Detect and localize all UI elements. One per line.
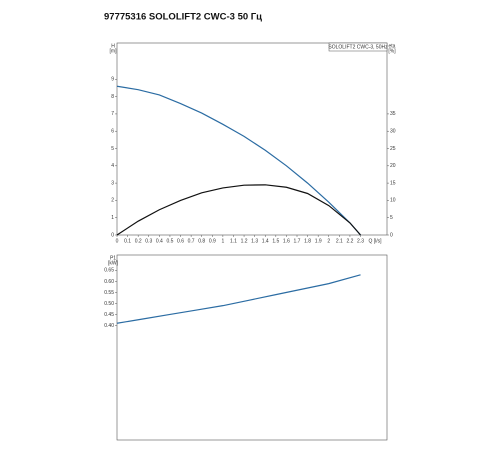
x-tick-label: 2.2: [346, 238, 353, 244]
curve: [116, 85, 361, 236]
x-tick-label: 0: [116, 238, 119, 244]
x-tick-label: 1.3: [251, 238, 258, 244]
y-tick-label: 6: [111, 129, 114, 135]
y2-tick-label: 25: [390, 146, 396, 152]
annotation-box: [328, 42, 388, 52]
y-tick-label: 0.40: [104, 323, 114, 329]
x-axis-label: Q [l/s]: [368, 238, 382, 244]
x-tick-label: 1.6: [283, 238, 290, 244]
x-tick-label: 0.7: [188, 238, 195, 244]
x-tick-label: 0.9: [209, 238, 216, 244]
x-tick-label: 0.4: [156, 238, 163, 244]
x-tick-label: 0.2: [135, 238, 142, 244]
y-tick-label: 4: [111, 163, 114, 169]
y-axis-label: [kW]: [108, 260, 119, 266]
x-tick-label: 1: [221, 238, 224, 244]
curve: [116, 184, 361, 236]
y2-axis-label: eta: [389, 43, 396, 49]
x-tick-label: 1.4: [262, 238, 269, 244]
y-tick-label: 0.50: [104, 301, 114, 307]
plot-frame: [116, 42, 388, 236]
x-tick-label: 1.1: [230, 238, 237, 244]
y-tick-label: 5: [111, 146, 114, 152]
y2-tick-label: 30: [390, 129, 396, 135]
y2-tick-label: 10: [390, 198, 396, 204]
y2-tick-label: 0: [390, 232, 393, 238]
x-tick-label: 0.3: [145, 238, 152, 244]
x-tick-label: 2.3: [357, 238, 364, 244]
x-tick-label: 1.2: [241, 238, 248, 244]
y2-axis-label: [%]: [388, 48, 396, 54]
x-tick-label: 0.5: [166, 238, 173, 244]
chart-title: 97775316 SOLOLIFT2 CWC-3 50 Гц: [104, 12, 262, 23]
y-tick-label: 0.60: [104, 279, 114, 285]
y2-tick-label: 35: [390, 111, 396, 117]
curve: [116, 274, 361, 324]
y-axis-label: P1: [110, 255, 116, 261]
y-tick-label: 0.55: [104, 290, 114, 296]
y-axis-label: H: [111, 43, 115, 49]
plot-frame: [116, 254, 388, 441]
x-tick-label: 0.1: [124, 238, 131, 244]
y-tick-label: 9: [111, 77, 114, 83]
x-tick-label: 1.8: [304, 238, 311, 244]
y-tick-label: 2: [111, 198, 114, 204]
y2-tick-label: 5: [390, 215, 393, 221]
y-tick-label: 1: [111, 215, 114, 221]
y-tick-label: 0: [111, 232, 114, 238]
y-tick-label: 8: [111, 94, 114, 100]
y-tick-label: 3: [111, 180, 114, 186]
y-tick-label: 0.65: [104, 268, 114, 274]
annotation: SOLOLIFT2 CWC-3, 50Hz: [328, 45, 388, 51]
x-tick-label: 1.9: [315, 238, 322, 244]
x-tick-label: 0.6: [177, 238, 184, 244]
y2-tick-label: 20: [390, 163, 396, 169]
y-tick-label: 7: [111, 111, 114, 117]
x-tick-label: 2: [327, 238, 330, 244]
x-tick-label: 2.1: [336, 238, 343, 244]
y-tick-label: 0.45: [104, 312, 114, 318]
x-tick-label: 1.7: [294, 238, 301, 244]
y2-tick-label: 15: [390, 180, 396, 186]
x-tick-label: 1.5: [272, 238, 279, 244]
x-tick-label: 0.8: [198, 238, 205, 244]
y-axis-label: [m]: [110, 48, 118, 54]
